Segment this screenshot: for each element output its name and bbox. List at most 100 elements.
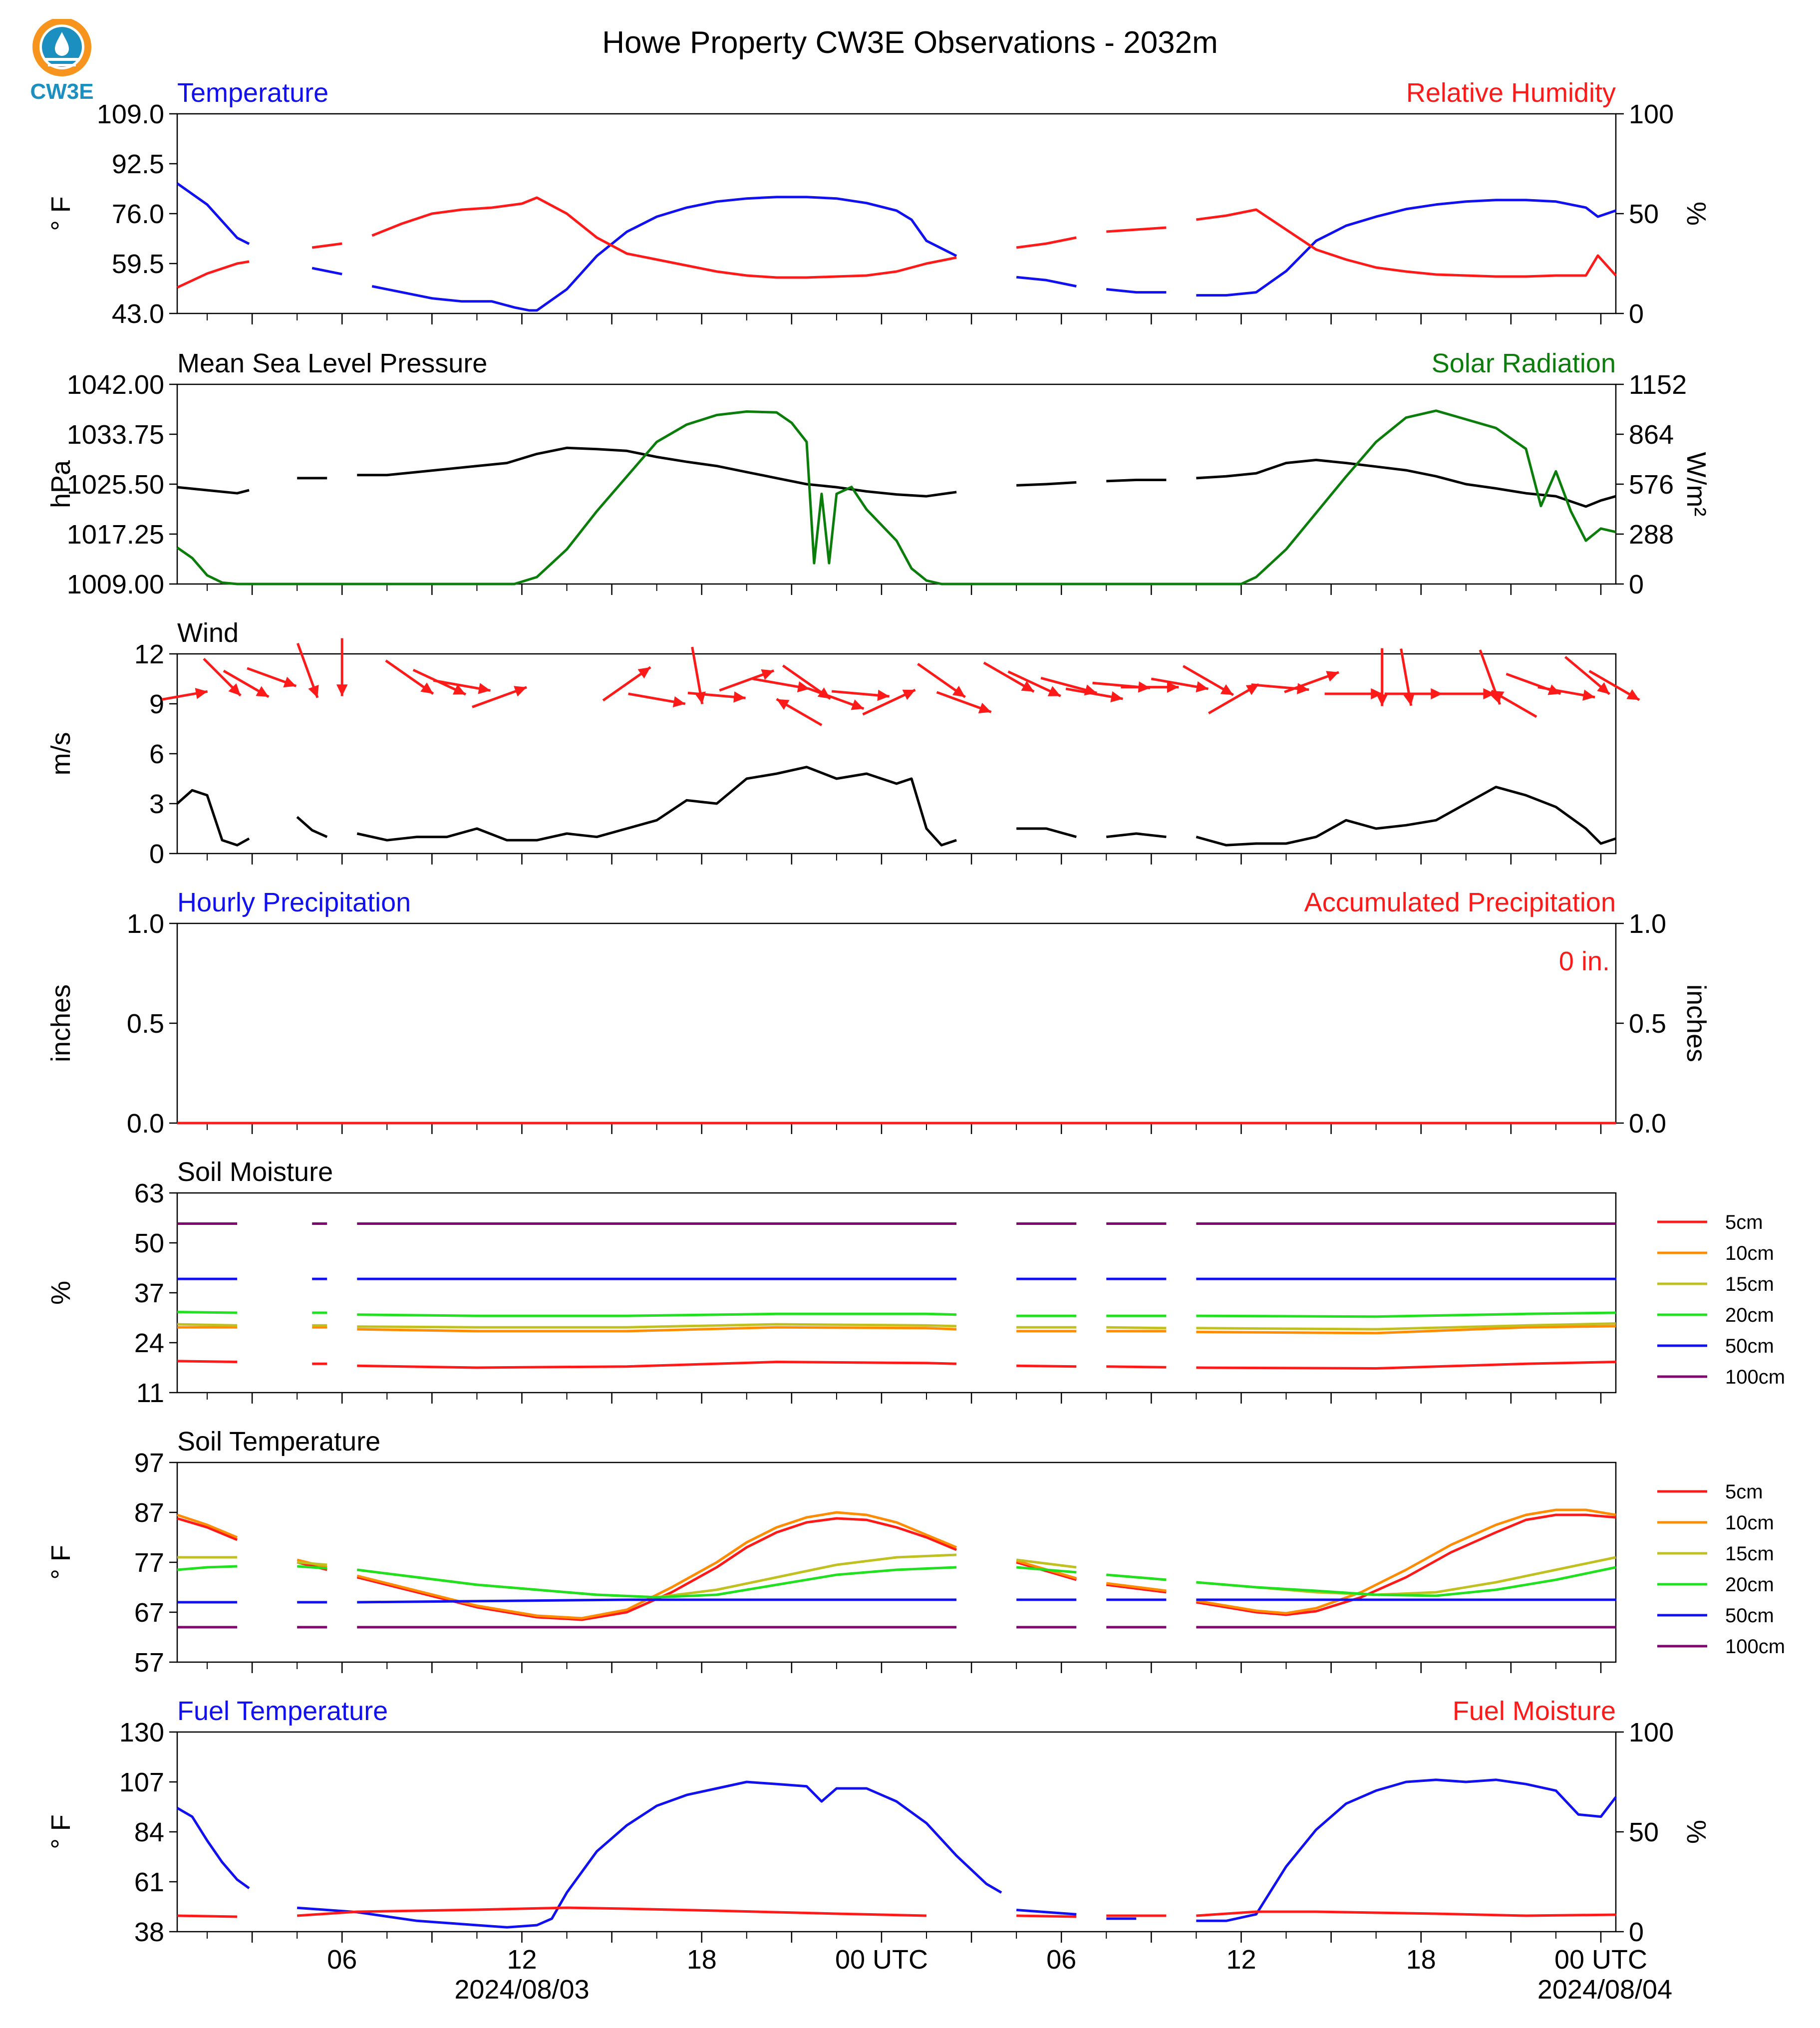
wind-arrow-head	[195, 688, 208, 699]
pressure-ytick-left-label: 1009.00	[67, 570, 164, 599]
soil_moisture-series-15cm	[177, 1322, 1616, 1331]
soil_moisture-ytick-left-label: 24	[134, 1328, 164, 1358]
soil_temp-legend-label: 20cm	[1725, 1574, 1774, 1596]
xtick-label: 00 UTC	[835, 1945, 928, 1975]
soil_moisture-series-10cm	[177, 1325, 1616, 1335]
xtick-label: 18	[1406, 1945, 1436, 1975]
pressure-ytick-right-label: 1152	[1629, 370, 1687, 400]
wind-arrow-head	[1376, 694, 1388, 706]
wind-ytick-left-label: 3	[149, 789, 164, 819]
temperature-ytick-right-label: 0	[1629, 299, 1644, 329]
date-label-1: 2024/08/03	[454, 1975, 589, 2005]
wind-arrow-head	[733, 691, 746, 703]
soil_moisture-ytick-left-label: 50	[134, 1228, 164, 1258]
soil_moisture-ytick-left-label: 37	[134, 1278, 164, 1308]
soil_temp-legend-label: 5cm	[1725, 1481, 1763, 1503]
fuel-series-fuel-moisture	[177, 1906, 1616, 1918]
pressure-ylabel-left: hPa	[46, 460, 76, 508]
wind-arrow-head	[256, 686, 269, 697]
wind-arrow-head	[637, 667, 651, 679]
wind-left-title: Wind	[177, 618, 239, 648]
soil_temp-legend-label: 50cm	[1725, 1605, 1774, 1627]
fuel-right-title: Fuel Moisture	[1453, 1696, 1616, 1726]
wind-arrow-head	[877, 689, 890, 701]
precip-ytick-left-label: 0.0	[127, 1109, 164, 1139]
wind-series-wind	[176, 766, 1616, 847]
soil_temp-plot-frame	[176, 1461, 1617, 1663]
pressure-ytick-right-label: 864	[1629, 420, 1674, 450]
wind-arrow-head	[452, 684, 466, 695]
pressure-ylabel-right: W/m²	[1681, 452, 1711, 517]
wind-arrow-head	[851, 699, 864, 710]
soil_temp-series-20cm	[177, 1565, 1616, 1599]
fuel-ytick-right-label: 50	[1629, 1817, 1659, 1847]
pressure-ytick-right-label: 0	[1629, 570, 1644, 599]
precip-ylabel-right: inches	[1681, 984, 1711, 1062]
precip-ytick-right-label: 0.0	[1629, 1109, 1666, 1139]
wind-arrow-head	[1167, 681, 1179, 693]
fuel-plot-frame	[176, 1731, 1617, 1933]
fuel-series-fuel-temperature	[176, 1778, 1617, 1929]
pressure-series-solar-radiation	[176, 409, 1616, 585]
fuel-ytick-left-label: 84	[134, 1817, 164, 1847]
fuel-ylabel-right: %	[1681, 1820, 1711, 1844]
pressure-ytick-left-label: 1017.25	[67, 520, 164, 550]
temperature-ytick-left-label: 92.5	[112, 149, 164, 179]
precip-ylabel-left: inches	[46, 984, 76, 1062]
temperature-ytick-left-label: 109.0	[97, 99, 164, 129]
soil_moisture-series-5cm	[177, 1360, 1616, 1370]
fuel-ytick-left-label: 61	[134, 1867, 164, 1897]
wind-arrow-head	[283, 676, 297, 688]
soil_moisture-legend-label: 15cm	[1725, 1273, 1774, 1295]
temperature-left-title: Temperature	[177, 78, 328, 108]
xtick-label: 06	[1046, 1945, 1076, 1975]
wind-arrow-head	[978, 702, 991, 714]
xtick-label: 18	[687, 1945, 717, 1975]
wind-arrow-head	[1491, 690, 1505, 702]
pressure-ytick-left-label: 1042.00	[67, 370, 164, 400]
soil_temp-ytick-left-label: 77	[134, 1548, 164, 1578]
temperature-series-relative-humidity	[176, 196, 1617, 289]
xtick-label: 12	[1226, 1945, 1256, 1975]
soil_moisture-legend-label: 100cm	[1725, 1366, 1785, 1388]
precip-right-title: Accumulated Precipitation	[1304, 887, 1616, 917]
soil_moisture-ytick-left-label: 63	[134, 1178, 164, 1208]
wind-arrow-head	[420, 682, 433, 694]
soil_temp-series-50cm	[177, 1598, 1616, 1604]
pressure-left-title: Mean Sea Level Pressure	[177, 348, 487, 378]
wind-arrow-head	[1047, 686, 1061, 696]
wind-arrow-head	[1021, 681, 1034, 692]
figure-title: Howe Property CW3E Observations - 2032m	[602, 25, 1218, 60]
wind-arrow-head	[1582, 689, 1595, 701]
pressure-right-title: Solar Radiation	[1432, 348, 1616, 378]
logo-wave	[44, 58, 80, 61]
precip-total-annotation: 0 in.	[1559, 946, 1610, 976]
wind-arrow-head	[1110, 691, 1123, 703]
soil_temp-ylabel-left: ° F	[46, 1545, 76, 1580]
precip-ytick-left-label: 1.0	[127, 909, 164, 939]
wind-arrow-head	[1626, 689, 1640, 700]
wind-arrow-head	[761, 669, 774, 680]
wind-arrow-head	[902, 689, 915, 700]
logo-wave-2	[48, 64, 76, 66]
wind-ytick-left-label: 9	[149, 689, 164, 719]
soil_temp-ytick-left-label: 57	[134, 1648, 164, 1678]
pressure-ytick-left-label: 1025.50	[67, 470, 164, 500]
wind-arrow-head	[478, 683, 491, 694]
soil_moisture-left-title: Soil Moisture	[177, 1157, 333, 1187]
wind-arrow-head	[776, 699, 790, 710]
soil_temp-series-15cm	[177, 1553, 1616, 1599]
xtick-label: 00 UTC	[1554, 1945, 1647, 1975]
precip-ytick-right-label: 1.0	[1629, 909, 1666, 939]
temperature-plot-frame	[176, 113, 1617, 314]
date-label-2: 2024/08/04	[1537, 1975, 1672, 2005]
pressure-ytick-left-label: 1033.75	[67, 420, 164, 450]
wind-plot-frame	[176, 653, 1617, 855]
wind-arrow-head	[672, 696, 685, 708]
temperature-series-temperature	[176, 182, 1616, 312]
wind-arrow-head	[308, 684, 319, 698]
cw3e-logo: CW3E	[30, 17, 96, 104]
temperature-ylabel-right: %	[1681, 202, 1711, 226]
wind-ytick-left-label: 0	[149, 839, 164, 869]
